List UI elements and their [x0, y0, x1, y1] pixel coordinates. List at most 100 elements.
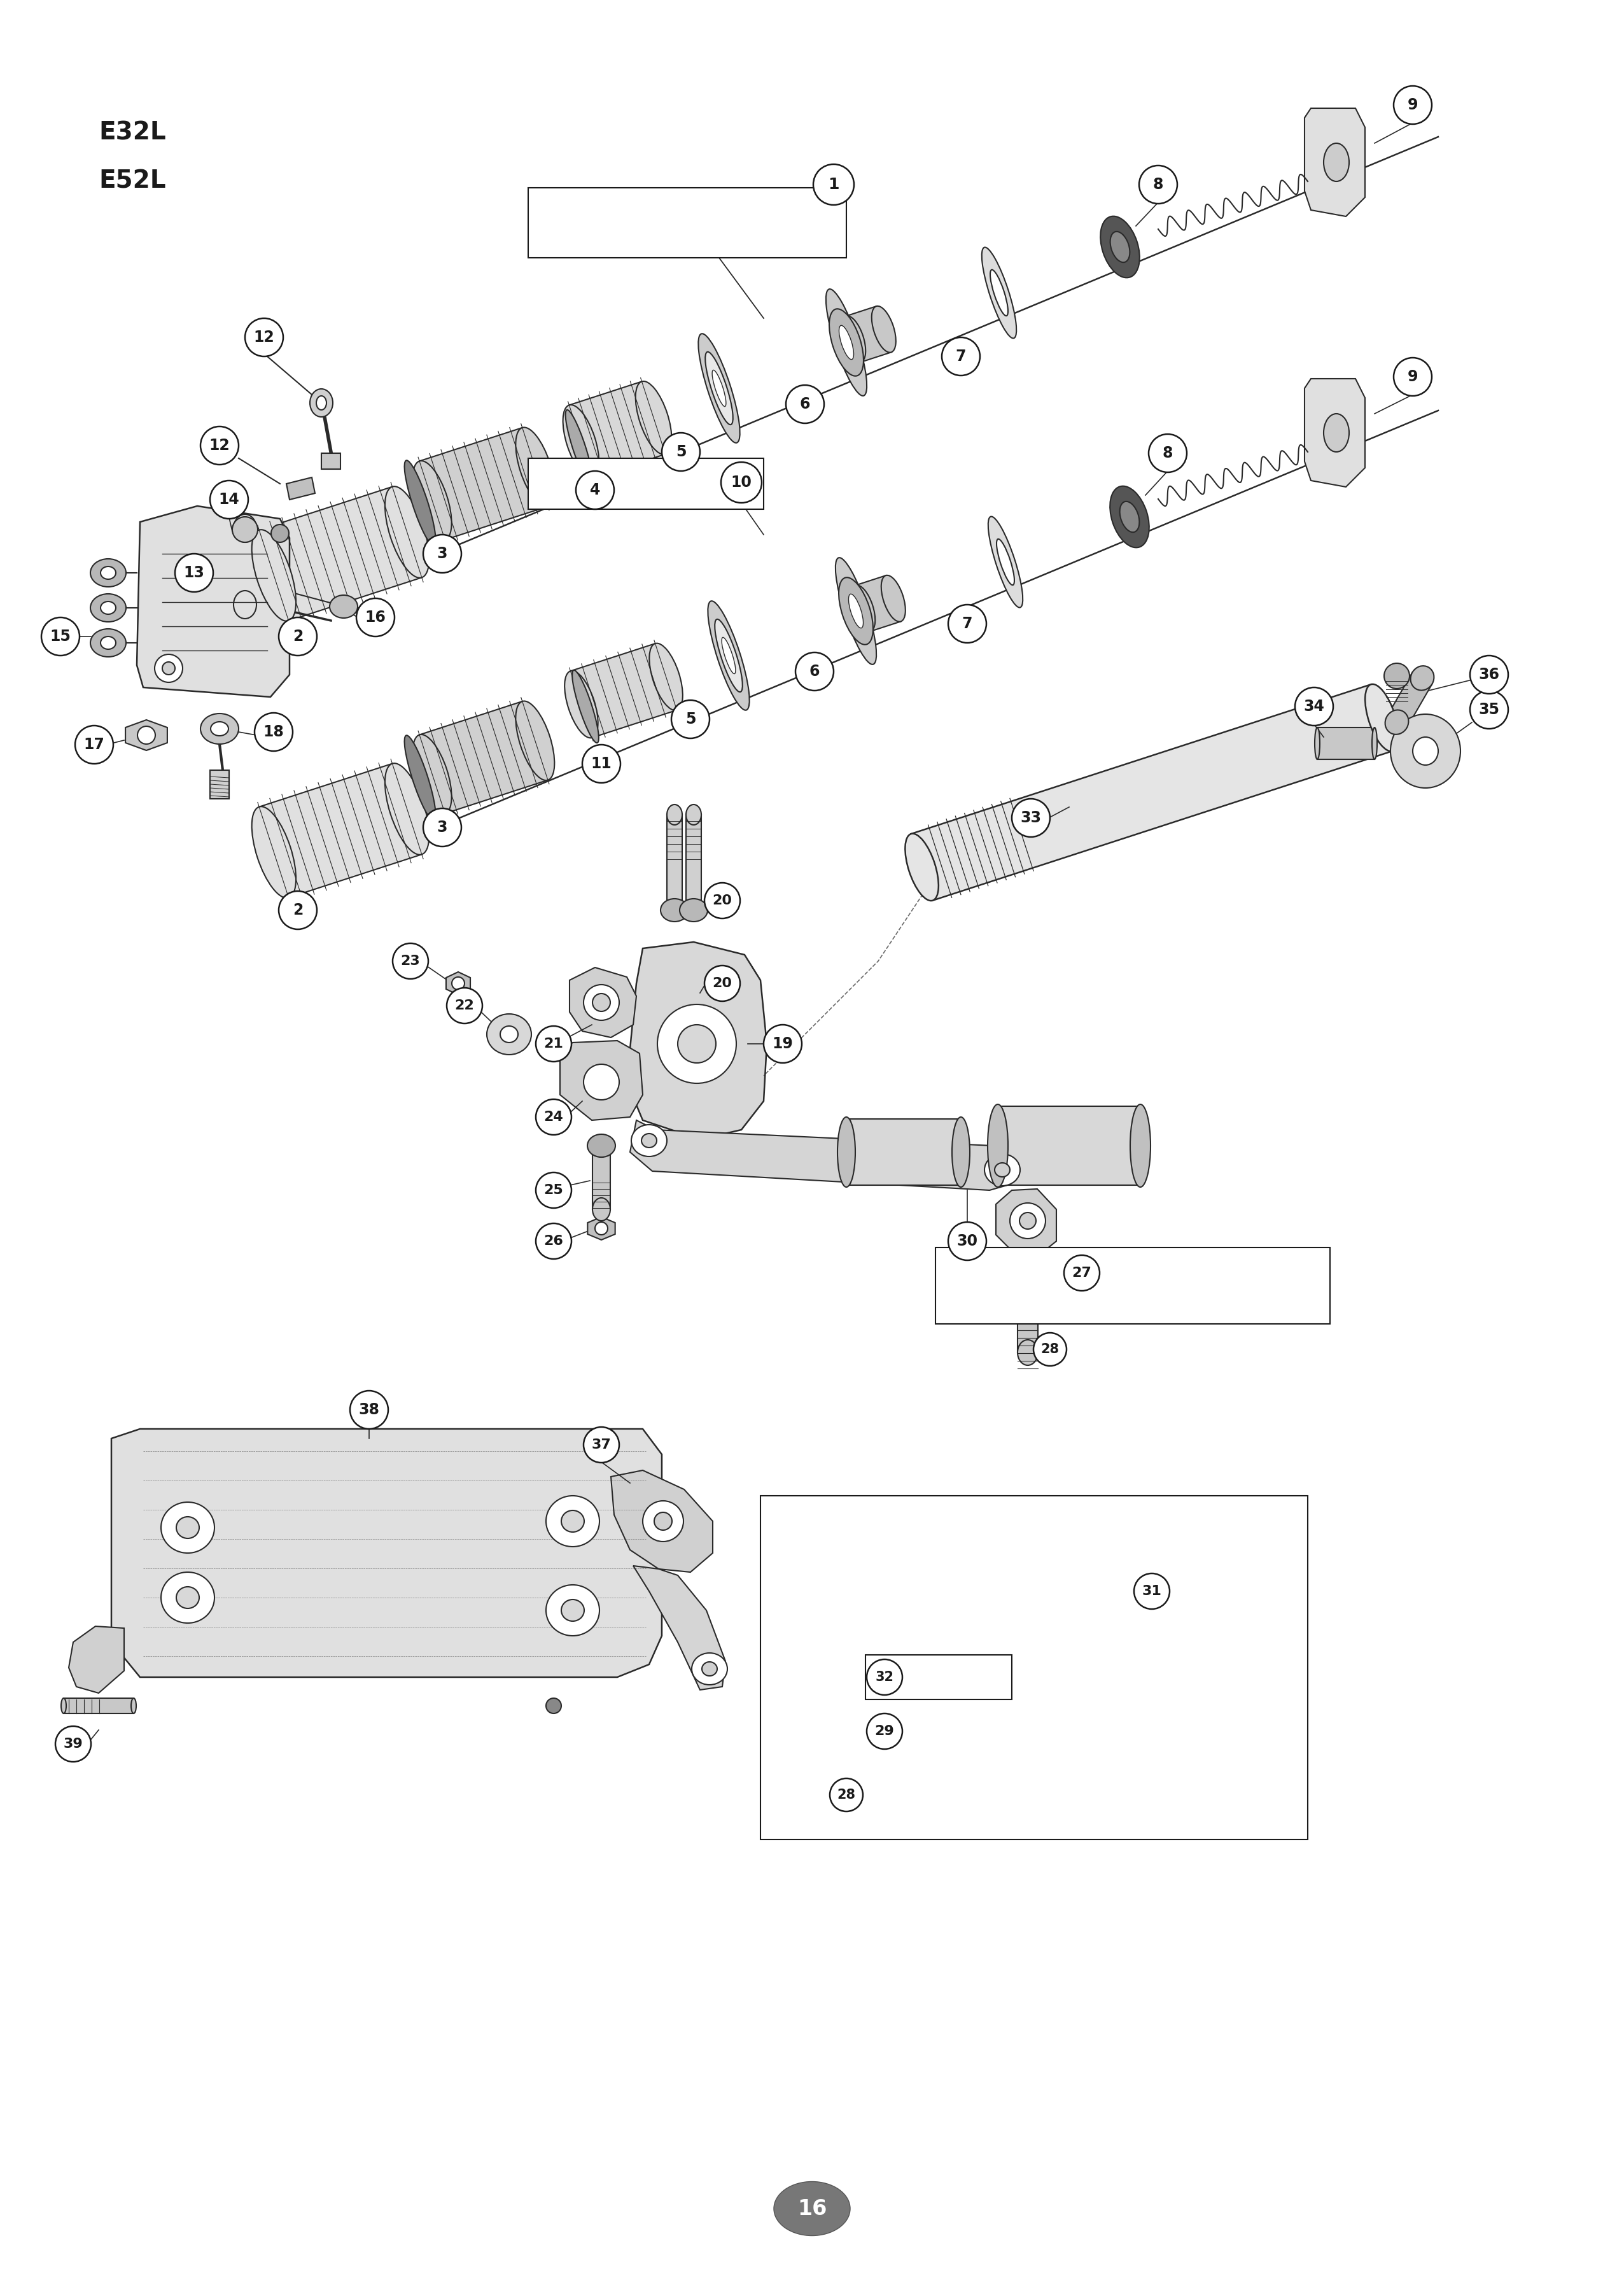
Ellipse shape: [984, 1155, 1020, 1187]
Ellipse shape: [451, 977, 464, 989]
Circle shape: [424, 535, 461, 572]
Circle shape: [948, 1221, 986, 1260]
Ellipse shape: [983, 248, 1017, 337]
Text: 11: 11: [591, 756, 612, 772]
Ellipse shape: [1384, 663, 1410, 688]
Ellipse shape: [211, 722, 229, 736]
Ellipse shape: [677, 1025, 716, 1064]
Ellipse shape: [91, 595, 127, 622]
Ellipse shape: [404, 460, 435, 544]
Ellipse shape: [713, 369, 726, 405]
Ellipse shape: [840, 326, 854, 360]
Text: 33: 33: [1020, 811, 1041, 825]
Text: 12: 12: [253, 330, 274, 344]
Text: 25: 25: [544, 1185, 564, 1196]
Ellipse shape: [546, 1497, 599, 1547]
Ellipse shape: [412, 734, 451, 813]
Circle shape: [1064, 1255, 1099, 1292]
Text: E52L: E52L: [99, 169, 166, 194]
Circle shape: [447, 989, 482, 1023]
Text: 39: 39: [63, 1738, 83, 1750]
Ellipse shape: [565, 670, 598, 738]
Bar: [322, 453, 341, 469]
Circle shape: [1134, 1574, 1169, 1608]
Ellipse shape: [1018, 1257, 1038, 1283]
Ellipse shape: [841, 317, 866, 362]
Circle shape: [577, 472, 614, 510]
Circle shape: [424, 809, 461, 847]
Ellipse shape: [987, 1105, 1009, 1187]
Text: 5: 5: [676, 444, 687, 460]
Polygon shape: [568, 380, 666, 478]
Polygon shape: [856, 576, 901, 631]
Ellipse shape: [1018, 1339, 1038, 1365]
Circle shape: [796, 652, 833, 690]
Ellipse shape: [101, 567, 115, 579]
Polygon shape: [627, 943, 767, 1139]
Ellipse shape: [546, 1697, 562, 1713]
Ellipse shape: [1012, 1255, 1044, 1285]
Text: 7: 7: [961, 615, 973, 631]
Ellipse shape: [132, 1697, 136, 1713]
Polygon shape: [419, 428, 547, 540]
Circle shape: [536, 1223, 572, 1260]
Polygon shape: [234, 528, 257, 604]
Circle shape: [1393, 87, 1432, 123]
Ellipse shape: [952, 1116, 970, 1187]
Circle shape: [721, 462, 762, 503]
Ellipse shape: [641, 1134, 656, 1148]
Text: 30: 30: [957, 1232, 978, 1248]
Ellipse shape: [232, 517, 258, 542]
Ellipse shape: [872, 305, 896, 353]
Ellipse shape: [177, 1517, 200, 1538]
Text: 21: 21: [544, 1036, 564, 1050]
Text: 4: 4: [590, 483, 601, 497]
Circle shape: [867, 1658, 903, 1695]
Circle shape: [245, 319, 283, 355]
Ellipse shape: [404, 736, 435, 820]
Circle shape: [1393, 358, 1432, 396]
Ellipse shape: [234, 515, 257, 542]
Text: 37: 37: [591, 1437, 611, 1451]
Text: 20: 20: [713, 895, 732, 907]
Circle shape: [705, 966, 741, 1002]
Ellipse shape: [594, 1221, 607, 1235]
Ellipse shape: [412, 460, 451, 540]
Ellipse shape: [1366, 683, 1398, 752]
Text: 26: 26: [544, 1235, 564, 1248]
Circle shape: [1012, 800, 1051, 836]
Circle shape: [583, 745, 620, 784]
Text: 3: 3: [437, 547, 448, 560]
Ellipse shape: [827, 289, 867, 396]
Text: E52L-131: E52L-131: [1031, 1556, 1114, 1574]
Ellipse shape: [565, 410, 593, 485]
Polygon shape: [911, 683, 1393, 900]
Polygon shape: [685, 816, 702, 911]
Text: E32L-450: E32L-450: [1031, 1524, 1114, 1542]
Ellipse shape: [685, 804, 702, 825]
Circle shape: [671, 699, 710, 738]
Ellipse shape: [773, 2182, 851, 2235]
Polygon shape: [63, 1697, 133, 1713]
Text: 20: 20: [713, 977, 732, 989]
Text: 34: 34: [1304, 699, 1325, 713]
Ellipse shape: [692, 1654, 728, 1686]
Ellipse shape: [849, 595, 864, 629]
Ellipse shape: [138, 727, 156, 745]
Circle shape: [1033, 1333, 1067, 1367]
Ellipse shape: [487, 1014, 531, 1055]
Ellipse shape: [91, 629, 127, 656]
Ellipse shape: [562, 1510, 585, 1533]
Circle shape: [209, 481, 248, 519]
Ellipse shape: [593, 1198, 611, 1221]
Ellipse shape: [838, 576, 874, 645]
Text: 13: 13: [184, 565, 205, 581]
Ellipse shape: [583, 984, 619, 1021]
Polygon shape: [611, 1469, 713, 1572]
Circle shape: [55, 1727, 91, 1761]
Ellipse shape: [1390, 713, 1460, 788]
Ellipse shape: [234, 590, 257, 620]
Text: 2: 2: [292, 629, 304, 645]
Ellipse shape: [643, 1501, 684, 1542]
Polygon shape: [136, 506, 289, 697]
